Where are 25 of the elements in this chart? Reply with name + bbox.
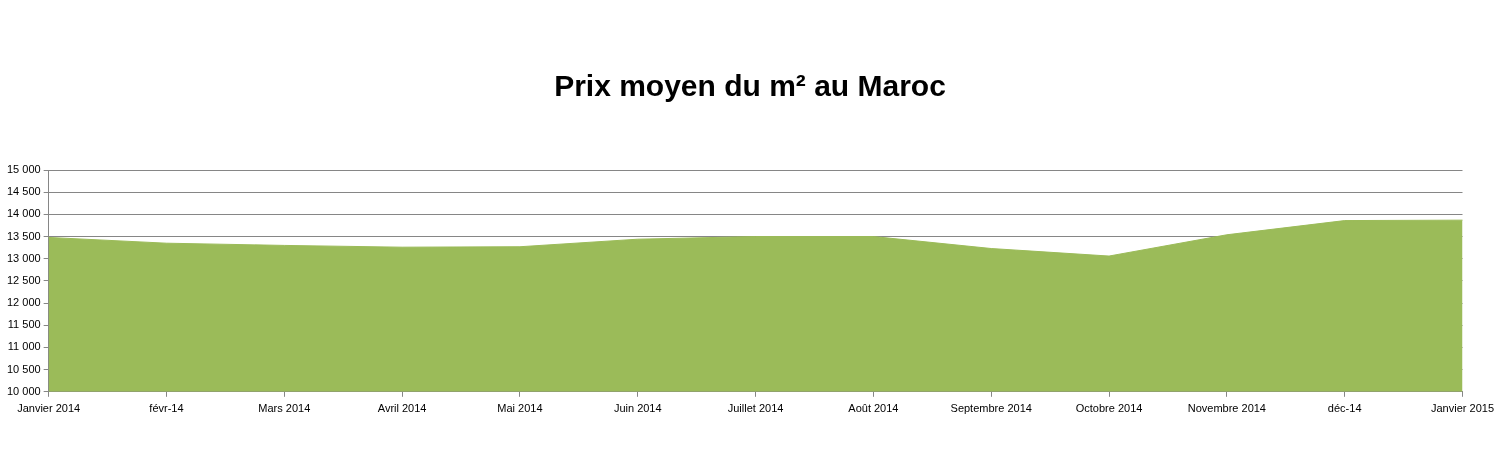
y-tick-label: 12 500	[6, 273, 41, 286]
x-tick-label: Octobre 2014	[1075, 402, 1143, 415]
x-tick-label: Août 2014	[848, 402, 899, 415]
y-tick-label: 14 500	[6, 185, 41, 198]
x-tick-label: Janvier 2015	[1431, 402, 1495, 415]
x-tick-label: févr-14	[149, 402, 184, 415]
y-tick-label: 13 000	[6, 251, 41, 264]
x-tick-label: Juin 2014	[613, 402, 662, 415]
y-tick-label: 11 500	[7, 318, 41, 331]
chart-title: Prix moyen du m² au Maroc	[554, 69, 946, 103]
x-tick-label: Avril 2014	[377, 402, 427, 415]
y-tick-label: 14 000	[6, 207, 41, 220]
y-tick-label: 15 000	[6, 163, 41, 176]
x-tick-label: Juillet 2014	[727, 402, 784, 415]
x-tick-label: Novembre 2014	[1187, 402, 1266, 415]
y-tick-label: 10 000	[6, 384, 41, 397]
x-tick-label: Septembre 2014	[950, 402, 1032, 415]
x-tick-label: Mai 2014	[497, 402, 543, 415]
y-tick-label: 13 500	[6, 229, 41, 242]
y-tick-label: 12 000	[6, 296, 41, 309]
y-tick-label: 10 500	[6, 362, 41, 375]
y-tick-label: 11 000	[7, 340, 41, 353]
x-tick-label: déc-14	[1327, 402, 1362, 415]
x-tick-label: Mars 2014	[258, 402, 311, 415]
x-tick-label: Janvier 2014	[17, 402, 81, 415]
